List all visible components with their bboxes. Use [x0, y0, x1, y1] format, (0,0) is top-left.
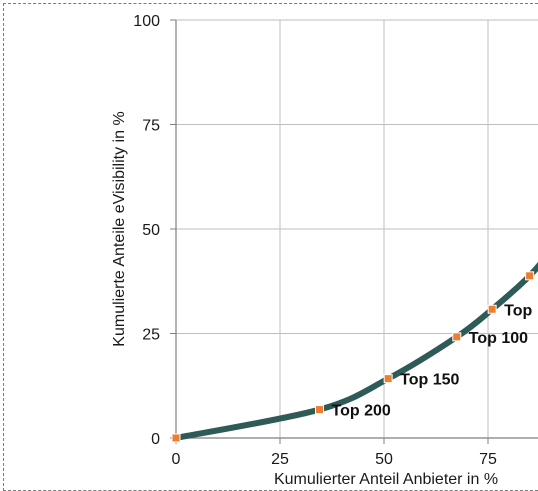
y-tick-label: 100 — [133, 13, 160, 30]
point-annotation: Top — [504, 302, 532, 319]
point-annotation: Top 150 — [400, 372, 459, 389]
data-point-marker — [525, 271, 535, 281]
data-point-marker — [383, 374, 393, 384]
annotation-layer: Top 200 Top 150 Top 100 Top — [332, 302, 533, 419]
marker-layer — [171, 271, 535, 443]
data-point-marker — [315, 405, 325, 415]
y-axis-label: Kumulierte Anteile eVisibility in % — [111, 111, 128, 346]
point-annotation: Top 100 — [469, 330, 528, 347]
x-tick-label: 75 — [479, 451, 497, 468]
x-tick-label: 50 — [375, 451, 393, 468]
x-tick-label: 0 — [172, 451, 181, 468]
x-axis-label: Kumulierter Anteil Anbieter in % — [274, 471, 498, 488]
tick-labels: 0 25 50 75 100 0 25 50 75 — [133, 13, 497, 468]
data-point-marker — [171, 433, 181, 443]
y-tick-label: 0 — [151, 431, 160, 448]
data-point-marker — [452, 332, 462, 342]
y-tick-label: 25 — [142, 327, 160, 344]
axes — [170, 19, 538, 444]
y-tick-label: 75 — [142, 118, 160, 135]
x-tick-label: 25 — [271, 451, 289, 468]
y-tick-label: 50 — [142, 222, 160, 239]
data-point-marker — [487, 304, 497, 314]
point-annotation: Top 200 — [332, 403, 391, 420]
grid-lines — [176, 19, 538, 438]
